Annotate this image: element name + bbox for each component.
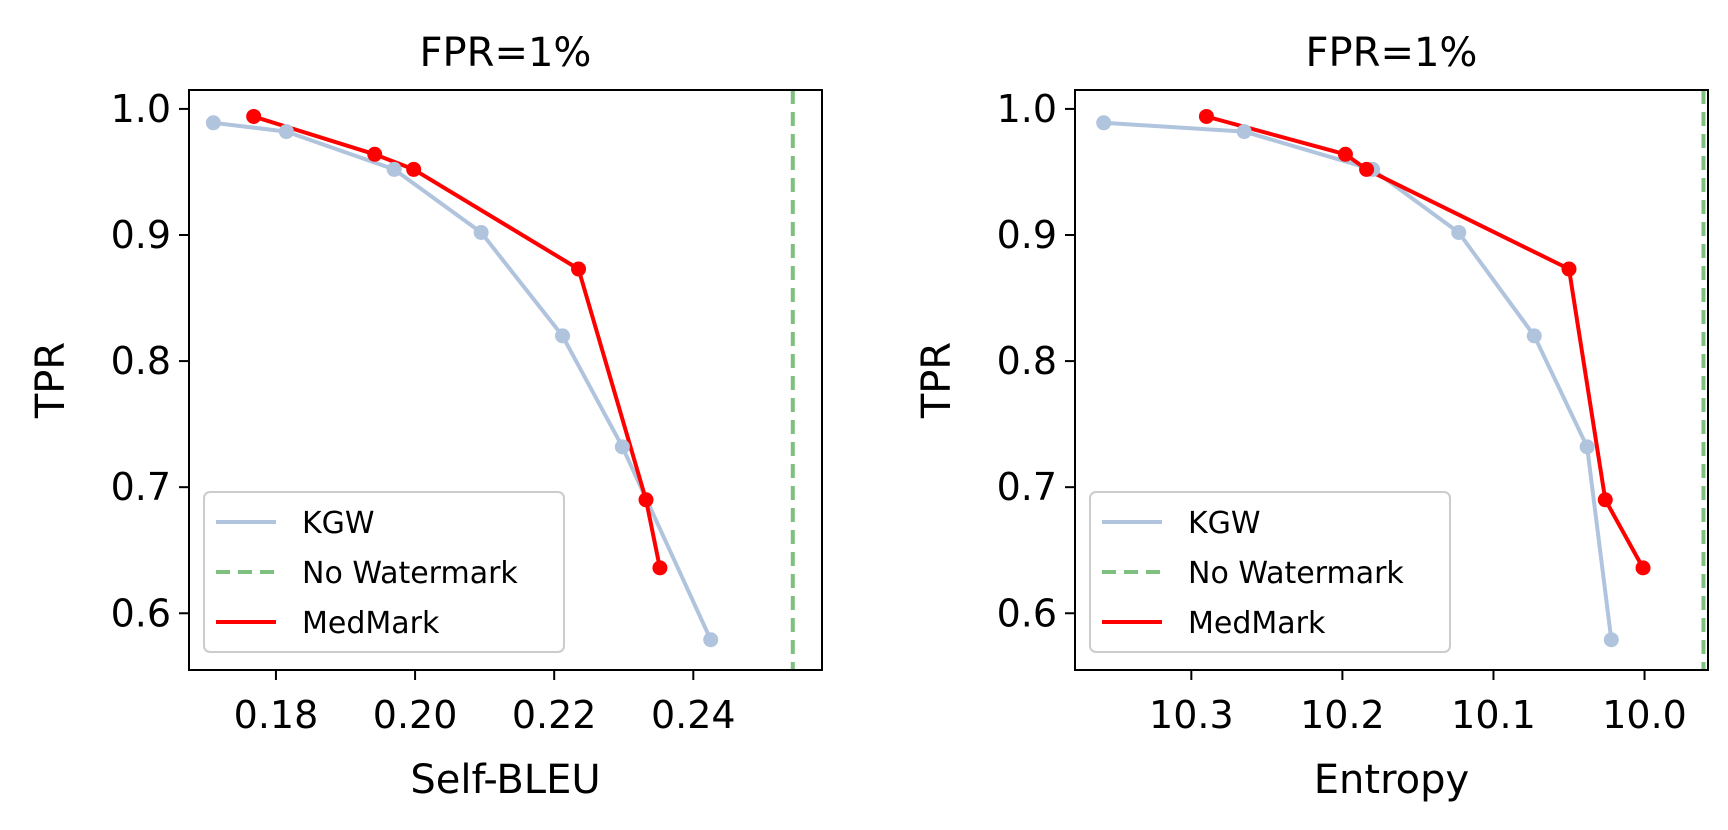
- medmark-point: [1337, 146, 1353, 162]
- legend-label-medmark: MedMark: [1188, 606, 1326, 641]
- medmark-point: [1597, 492, 1613, 508]
- y-tick-label: 1.0: [997, 87, 1057, 131]
- kgw-point: [703, 632, 719, 648]
- y-axis-title: TPR: [28, 342, 74, 419]
- chart-left: FPR=1% 0.18 0.20 0.22 0.24 0.6 0.7 0.8 0.9 1.0 Sel…: [28, 30, 823, 803]
- x-tick-label: 10.3: [1149, 693, 1234, 737]
- medmark-point: [571, 261, 587, 277]
- kgw-point: [555, 328, 571, 344]
- medmark-line: [253, 114, 662, 569]
- y-tick-label: 0.7: [111, 465, 171, 509]
- y-tick-label: 0.9: [997, 213, 1057, 257]
- kgw-point: [1236, 124, 1252, 140]
- medmark-point: [1635, 560, 1651, 576]
- axes-frame: [188, 89, 823, 671]
- medmark-point: [406, 161, 422, 177]
- medmark-point: [1561, 261, 1577, 277]
- y-tick-label: 1.0: [111, 87, 171, 131]
- axes-frame: [1074, 89, 1709, 671]
- medmark-point: [246, 108, 262, 124]
- x-axis-title: Entropy: [1314, 757, 1469, 803]
- kgw-point: [473, 224, 489, 240]
- y-tick-label: 0.8: [111, 339, 171, 383]
- y-tick-label: 0.6: [111, 591, 171, 635]
- legend-label-medmark: MedMark: [302, 606, 440, 641]
- medmark-point: [1359, 161, 1375, 177]
- kgw-point: [1451, 224, 1467, 240]
- medmark-point: [367, 146, 383, 162]
- medmark-line: [1205, 114, 1645, 569]
- x-tick-label: 10.0: [1602, 693, 1687, 737]
- kgw-point: [278, 124, 294, 140]
- legend-box: [203, 491, 565, 653]
- kgw-point: [205, 115, 221, 131]
- chart-right: FPR=1% 10.3 10.2 10.1 10.0 0.6 0.7 0.8 0.9 1.0 Ent…: [914, 30, 1709, 803]
- legend: KGW No Watermark MedMark: [203, 491, 565, 653]
- legend-box: [1089, 491, 1451, 653]
- legend-label-kgw: KGW: [1188, 506, 1261, 541]
- kgw-point: [386, 161, 402, 177]
- medmark-point: [1198, 108, 1214, 124]
- x-tick-label: 10.1: [1451, 693, 1536, 737]
- legend-label-kgw: KGW: [302, 506, 375, 541]
- y-tick-label: 0.7: [997, 465, 1057, 509]
- kgw-point: [1579, 439, 1595, 455]
- x-tick-label: 0.20: [373, 693, 458, 737]
- y-tick-label: 0.9: [111, 213, 171, 257]
- x-axis-title: Self-BLEU: [410, 757, 600, 803]
- kgw-point: [614, 439, 630, 455]
- y-axis-title: TPR: [914, 342, 960, 419]
- kgw-point: [1526, 328, 1542, 344]
- legend-label-no-watermark: No Watermark: [302, 556, 518, 591]
- medmark-point: [638, 492, 654, 508]
- y-tick-label: 0.6: [997, 591, 1057, 635]
- medmark-point: [652, 560, 668, 576]
- chart-title: FPR=1%: [1306, 30, 1478, 76]
- chart-title: FPR=1%: [420, 30, 592, 76]
- kgw-point: [1603, 632, 1619, 648]
- x-tick-label: 0.22: [512, 693, 597, 737]
- y-tick-label: 0.8: [997, 339, 1057, 383]
- legend-label-no-watermark: No Watermark: [1188, 556, 1404, 591]
- legend: KGW No Watermark MedMark: [1089, 491, 1451, 653]
- kgw-point: [1096, 115, 1112, 131]
- x-tick-label: 0.18: [234, 693, 319, 737]
- x-tick-label: 0.24: [651, 693, 736, 737]
- x-tick-label: 10.2: [1300, 693, 1385, 737]
